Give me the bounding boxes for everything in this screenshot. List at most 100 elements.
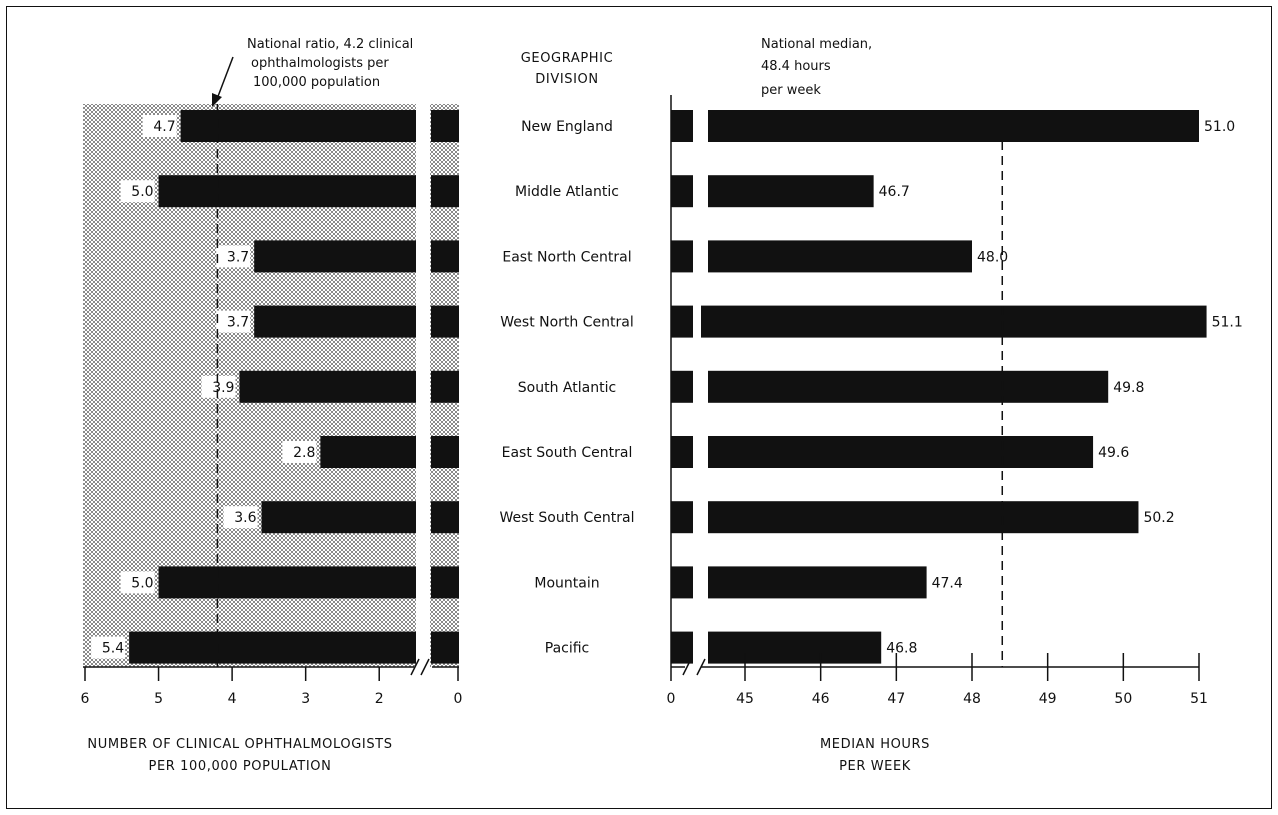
left-value-label-west-north-central: 3.7 [227, 315, 249, 331]
right-tick-label-45: 45 [736, 691, 754, 707]
division-label-mountain: Mountain [534, 575, 599, 591]
division-label-middle-atlantic: Middle Atlantic [515, 184, 619, 200]
right-bar-middle-atlantic [708, 175, 874, 208]
left-note-line-3: 100,000 population [253, 75, 380, 90]
right-value-label-south-atlantic: 49.8 [1113, 380, 1144, 396]
left-bar-east-north-central [254, 240, 416, 273]
division-header-line-2: DIVISION [535, 72, 598, 87]
right-bar-stub-west-south-central [671, 501, 693, 534]
division-label-new-england: New England [521, 119, 613, 135]
division-label-east-north-central: East North Central [502, 249, 631, 265]
right-note-line-2: 48.4 hours [761, 59, 831, 74]
left-value-label-bg-east-south-central [282, 441, 317, 463]
left-value-label-bg-east-north-central [216, 245, 251, 268]
right-xlabel-line-1: MEDIAN HOURS [820, 737, 930, 752]
right-bar-stub-east-north-central [671, 240, 693, 273]
right-bar-stub-south-atlantic [671, 370, 693, 403]
left-value-label-south-atlantic: 3.9 [212, 380, 234, 396]
chart-frame: 4.7 5.0 3.7 3.7 3.9 2.8 3.6 5.0 5.4 51.0 46.7 48.0… [6, 6, 1272, 809]
right-bar-stub-east-south-central [671, 436, 693, 468]
left-value-label-new-england: 4.7 [153, 119, 175, 135]
left-bar-west-north-central [254, 305, 416, 338]
national-ratio-arrowhead [212, 93, 222, 107]
right-note-line-3: per week [761, 83, 821, 98]
left-tick-label-5: 5 [154, 691, 163, 707]
right-value-label-middle-atlantic: 46.7 [879, 184, 910, 200]
left-axis-break-gap [416, 104, 430, 667]
left-note-line-1: National ratio, 4.2 clinical [247, 37, 413, 52]
left-bar-stub-middle-atlantic [431, 175, 459, 208]
left-bar-mountain [158, 566, 417, 599]
left-tick-label-0: 0 [454, 691, 463, 707]
left-value-label-east-north-central: 3.7 [227, 249, 249, 265]
right-bar-stub-west-north-central [671, 305, 693, 338]
left-bar-stub-east-south-central [431, 436, 459, 468]
left-bar-west-south-central [261, 501, 416, 534]
right-tick-label-51: 51 [1190, 691, 1208, 707]
right-value-label-east-north-central: 48.0 [977, 249, 1008, 265]
left-axis-break-mark [410, 658, 430, 676]
right-value-label-east-south-central: 49.6 [1098, 445, 1129, 461]
left-bar-new-england [180, 110, 416, 142]
right-value-label-west-south-central: 50.2 [1143, 510, 1174, 526]
left-value-label-bg-new-england [142, 115, 177, 137]
left-value-label-pacific: 5.4 [102, 641, 124, 657]
left-note-line-2: ophthalmologists per [251, 56, 389, 71]
right-value-label-pacific: 46.8 [886, 641, 917, 657]
right-tick-label-49: 49 [1039, 691, 1057, 707]
right-bar-stub-pacific [671, 631, 693, 664]
left-bar-stub-mountain [431, 566, 459, 599]
division-label-west-south-central: West South Central [500, 510, 635, 526]
left-value-label-mountain: 5.0 [131, 575, 153, 591]
left-bar-stub-new-england [431, 110, 459, 142]
left-value-label-middle-atlantic: 5.0 [131, 184, 153, 200]
left-value-label-bg-west-south-central [223, 506, 258, 529]
left-bar-middle-atlantic [158, 175, 417, 208]
right-bar-east-north-central [708, 240, 972, 273]
left-xlabel-line-1: NUMBER OF CLINICAL OPHTHALMOLOGISTS [87, 737, 392, 752]
left-bar-east-south-central [320, 436, 416, 468]
national-ratio-arrow [216, 56, 234, 100]
right-value-label-new-england: 51.0 [1204, 119, 1235, 135]
right-tick-label-48: 48 [963, 691, 981, 707]
division-label-west-north-central: West North Central [500, 315, 633, 331]
left-value-label-east-south-central: 2.8 [293, 445, 315, 461]
right-bar-west-north-central [701, 305, 1207, 338]
left-tick-label-6: 6 [81, 691, 90, 707]
left-tick-label-3: 3 [301, 691, 310, 707]
right-xlabel-line-2: PER WEEK [839, 759, 911, 774]
left-bar-stub-pacific [431, 631, 459, 664]
right-bar-mountain [708, 566, 927, 599]
right-bar-south-atlantic [708, 370, 1109, 403]
right-tick-label-50: 50 [1114, 691, 1132, 707]
right-tick-label-0: 0 [667, 691, 676, 707]
left-tick-label-4: 4 [228, 691, 237, 707]
division-label-east-south-central: East South Central [502, 445, 633, 461]
left-bar-south-atlantic [239, 370, 416, 403]
left-value-label-bg-middle-atlantic [120, 180, 155, 203]
right-note-line-1: National median, [761, 37, 872, 52]
right-bar-new-england [708, 110, 1199, 142]
left-bar-pacific [129, 631, 416, 664]
left-value-label-bg-pacific [91, 636, 126, 659]
left-value-label-west-south-central: 3.6 [234, 510, 256, 526]
left-xlabel-line-2: PER 100,000 POPULATION [149, 759, 332, 774]
left-value-label-bg-mountain [120, 571, 155, 594]
right-bar-east-south-central [708, 436, 1094, 468]
left-bar-stub-west-south-central [431, 501, 459, 534]
right-value-label-mountain: 47.4 [932, 575, 963, 591]
left-bar-stub-east-north-central [431, 240, 459, 273]
right-tick-label-47: 47 [887, 691, 905, 707]
right-bar-stub-mountain [671, 566, 693, 599]
right-bar-stub-new-england [671, 110, 693, 142]
left-value-label-bg-south-atlantic [201, 375, 236, 398]
right-bar-west-south-central [708, 501, 1139, 534]
left-tick-label-2: 2 [375, 691, 384, 707]
right-value-label-west-north-central: 51.1 [1212, 315, 1243, 331]
left-value-label-bg-west-north-central [216, 310, 251, 333]
division-label-south-atlantic: South Atlantic [518, 380, 616, 396]
division-label-pacific: Pacific [545, 641, 590, 657]
left-bar-stub-south-atlantic [431, 370, 459, 403]
left-bar-stub-west-north-central [431, 305, 459, 338]
right-axis-break-mark [682, 658, 706, 676]
